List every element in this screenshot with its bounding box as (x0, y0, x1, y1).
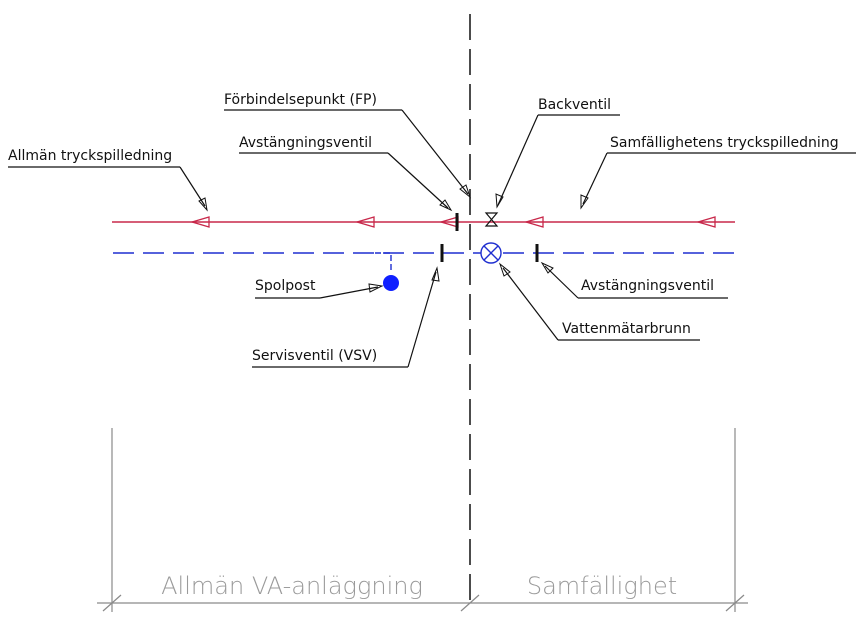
label-vattenmatarbrunn: Vattenmätarbrunn (562, 321, 691, 337)
label-allman-tryckspilledning: Allmän tryckspilledning (8, 148, 172, 164)
leader-arrowhead (498, 262, 511, 277)
leader-line (401, 109, 469, 195)
leader-arrowhead (540, 261, 554, 274)
water-meter-well-symbol (480, 242, 502, 264)
leader-line (582, 152, 608, 205)
leader-line (407, 271, 437, 368)
spolpost-branch (375, 252, 392, 270)
leader-line (179, 166, 206, 207)
label-avstangningsventil-left: Avstängningsventil (239, 135, 372, 151)
flow-arrow (354, 216, 375, 228)
leader-arrowhead (368, 283, 384, 293)
flow-arrow (695, 216, 716, 228)
check-valve-symbol (484, 212, 499, 227)
leader-line (497, 114, 539, 206)
leader-line (502, 267, 559, 341)
label-servisventil: Servisventil (VSV) (252, 348, 377, 364)
label-avstangningsventil-right: Avstängningsventil (581, 278, 714, 294)
zone-label-allman-va: Allmän VA-anläggning (161, 572, 423, 600)
leader-arrowhead (459, 184, 472, 199)
leader-arrowhead (580, 194, 589, 210)
leader-line (387, 152, 449, 209)
label-forbindelsepunkt: Förbindelsepunkt (FP) (224, 92, 377, 108)
dimension-tick (460, 594, 480, 612)
dimension-tick (725, 594, 745, 612)
leader-arrowhead (495, 193, 504, 209)
leader-arrowhead (198, 197, 208, 212)
leader-arrowhead (439, 199, 453, 212)
label-spolpost: Spolpost (255, 278, 316, 294)
dimension-tick (102, 594, 122, 612)
flow-arrow (189, 216, 210, 228)
zone-label-samfallighet: Samfällighet (527, 572, 677, 600)
leader-arrowhead (431, 266, 440, 282)
flow-arrow (523, 216, 544, 228)
label-samfallighetens-tryckspilledning: Samfällighetens tryckspilledning (610, 135, 839, 151)
spolpost-symbol (383, 275, 399, 291)
label-backventil: Backventil (538, 97, 611, 113)
leader-line (319, 286, 379, 299)
leader-line (544, 265, 579, 299)
